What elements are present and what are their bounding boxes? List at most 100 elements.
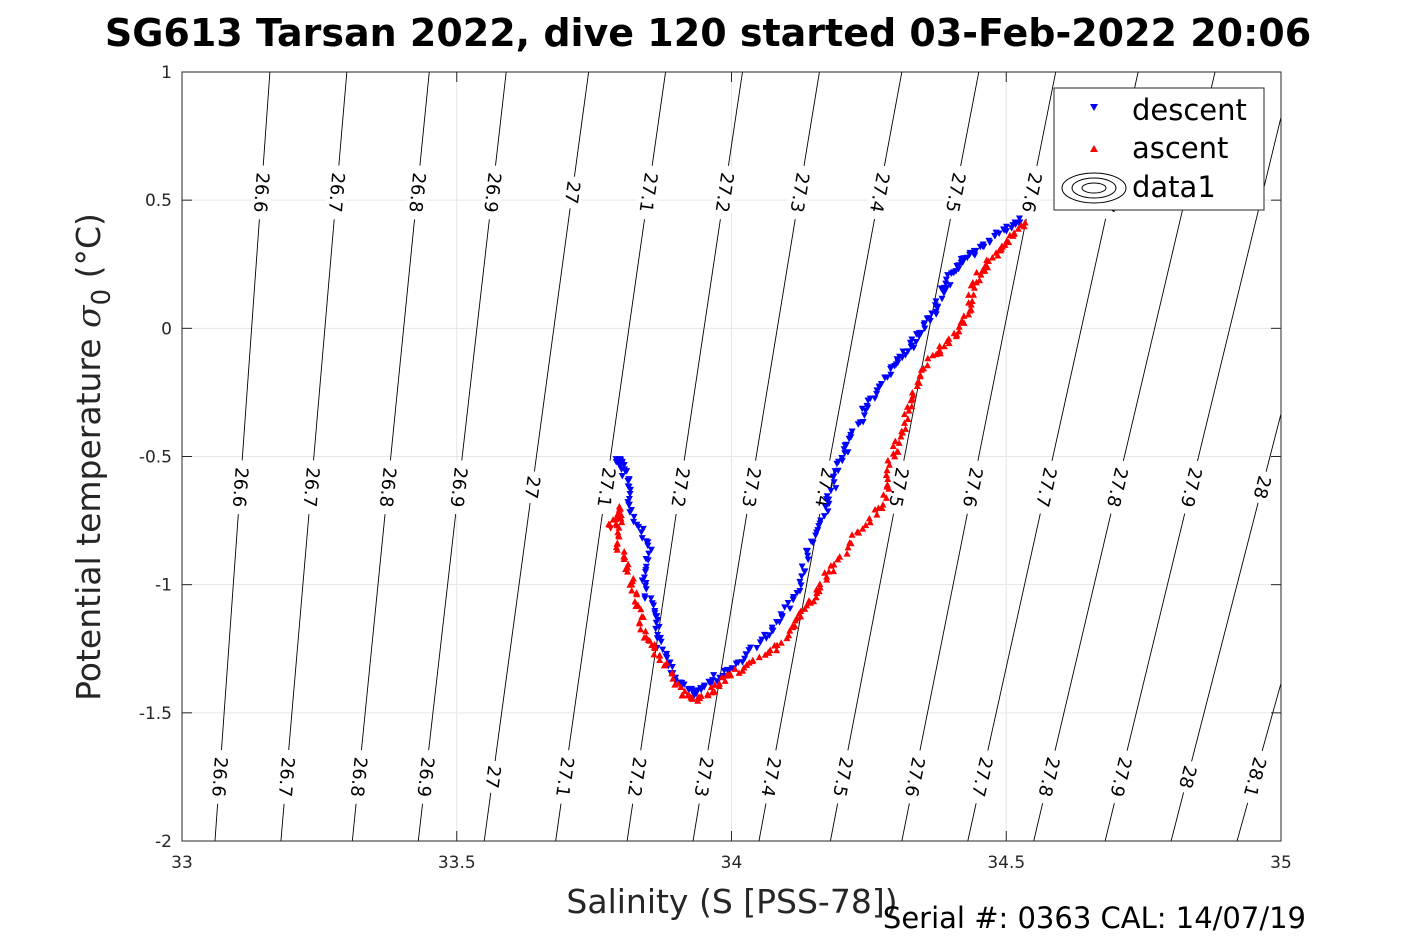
isopycnal-label: 26.8	[375, 459, 401, 516]
legend-descent-label: descent	[1132, 93, 1247, 127]
ascent-point	[612, 520, 620, 527]
descent-point	[784, 599, 792, 607]
y-tick-label: -1.5	[139, 704, 172, 724]
ascent-point	[663, 659, 671, 667]
isopycnal-label-bg	[666, 459, 695, 516]
ascent-point	[916, 372, 924, 380]
ascent-point	[891, 437, 899, 445]
ascent-point	[940, 342, 948, 350]
isopycnal-label-text: 27	[560, 180, 584, 206]
descent-point	[864, 397, 872, 405]
isopycnal-label-text: 26.9	[412, 756, 437, 798]
ascent-point	[897, 432, 905, 440]
isopycnal-label-bg	[634, 164, 663, 221]
descent-point	[655, 623, 663, 631]
ascent-point	[904, 415, 912, 423]
isopycnal-label: 26.9	[446, 459, 472, 516]
descent-point	[1016, 219, 1024, 227]
x-tick-label: 34	[721, 853, 743, 873]
ascent-point	[723, 672, 731, 679]
descent-point	[873, 387, 881, 394]
descent-point	[986, 239, 994, 247]
ascent-point	[624, 560, 632, 568]
ascent-point	[711, 681, 719, 688]
x-tick-label: 34.5	[987, 853, 1025, 873]
descent-point	[753, 644, 761, 652]
isopycnal-label-bg	[957, 458, 988, 516]
isopycnal-label-text: 26.6	[228, 466, 252, 507]
ascent-point	[620, 552, 628, 560]
isopycnal-label-text: 26.9	[446, 466, 471, 508]
descent-point	[745, 647, 753, 654]
isopycnal-label-bg	[274, 749, 299, 805]
descent-point	[802, 547, 810, 555]
ascent-point	[789, 623, 797, 631]
ascent-point	[812, 593, 820, 601]
descent-point	[647, 546, 655, 554]
descent-point	[732, 660, 740, 668]
descent-point	[684, 686, 692, 693]
y-axis-label-unit: (°C)	[69, 213, 108, 289]
ascent-point	[865, 514, 873, 522]
data-points	[605, 215, 1029, 704]
legend-descent-marker	[1090, 104, 1098, 111]
isopycnal-label-text: 26.7	[274, 756, 298, 798]
isopycnal-label-text: 26.9	[479, 171, 504, 213]
descent-point	[626, 491, 634, 498]
ascent-point	[994, 252, 1002, 259]
ascent-point	[923, 361, 931, 369]
descent-point	[697, 686, 705, 694]
ascent-point	[827, 562, 835, 569]
descent-point	[648, 600, 656, 607]
descent-point	[946, 282, 954, 289]
descent-point	[666, 659, 674, 666]
descent-point	[652, 625, 660, 633]
isopycnal-label: 26.7	[298, 459, 324, 516]
descent-point	[639, 525, 647, 533]
ascent-point	[967, 281, 975, 289]
isopycnal-label-bg	[710, 164, 739, 221]
ascent-point	[1009, 232, 1017, 239]
descent-point	[912, 339, 920, 346]
ascent-point	[718, 673, 726, 681]
descent-point	[700, 682, 708, 690]
ascent-point	[615, 506, 623, 513]
ascent-point	[677, 683, 685, 691]
ascent-point	[909, 391, 917, 399]
isopycnal-label-bg	[592, 459, 620, 516]
ascent-point	[783, 634, 791, 642]
y-tick-label: -2	[155, 832, 172, 852]
ascent-point	[614, 528, 622, 536]
ascent-point	[972, 278, 980, 286]
descent-point	[741, 655, 749, 663]
ascent-point	[984, 263, 992, 271]
descent-point	[776, 619, 784, 626]
ascent-point	[917, 366, 925, 373]
descent-point	[804, 552, 812, 560]
descent-point	[991, 233, 999, 240]
ascent-point	[685, 691, 693, 699]
descent-point	[854, 421, 862, 428]
descent-point	[633, 521, 641, 529]
descent-point	[841, 442, 849, 449]
ascent-point	[611, 515, 619, 523]
isopycnal-label: 26.6	[249, 164, 274, 221]
ascent-point	[844, 543, 852, 551]
isopycnal-label-bg	[689, 748, 718, 806]
isopycnal-label-bg	[1104, 748, 1137, 806]
ascent-point	[648, 641, 656, 649]
descent-point	[891, 363, 899, 370]
isopycnal-label: 27.2	[622, 748, 651, 806]
descent-point	[1000, 226, 1008, 233]
ascent-point	[936, 342, 944, 350]
ascent-point	[1021, 218, 1029, 226]
isopycnal-label-bg	[298, 459, 324, 516]
isopycnal-label-bg	[1248, 469, 1276, 506]
ascent-point	[801, 605, 809, 612]
ascent-point	[885, 485, 893, 492]
ascent-point	[704, 690, 712, 698]
isopycnal-label: 27.3	[736, 458, 766, 516]
ascent-point	[955, 323, 963, 330]
isopycnal-label-bg	[560, 175, 585, 210]
descent-point	[907, 343, 915, 351]
